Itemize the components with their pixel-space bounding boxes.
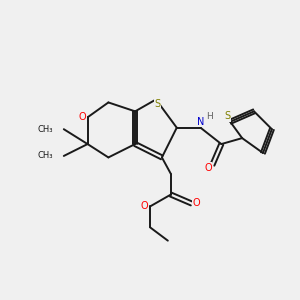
Text: O: O xyxy=(78,112,86,122)
Text: CH₃: CH₃ xyxy=(37,125,52,134)
Text: O: O xyxy=(141,202,148,212)
Text: S: S xyxy=(154,99,160,109)
Text: H: H xyxy=(206,112,213,121)
Text: O: O xyxy=(204,163,212,173)
Text: CH₃: CH₃ xyxy=(37,152,52,160)
Text: O: O xyxy=(192,199,200,208)
Text: N: N xyxy=(197,117,204,127)
Text: S: S xyxy=(224,111,230,121)
